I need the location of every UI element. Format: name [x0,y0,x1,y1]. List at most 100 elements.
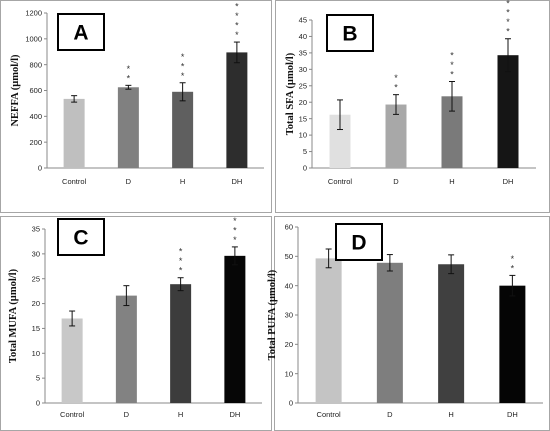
significance-stars: ** [511,254,515,274]
y-tick-label: 15 [32,324,40,333]
y-tick-label: 30 [299,65,307,74]
star-mark: * [233,225,237,235]
bar-control [329,114,351,168]
bar-h [170,284,192,403]
category-label: Control [328,177,353,186]
bar-dh [499,285,526,403]
y-tick-label: 5 [303,147,307,156]
category-label: DH [229,410,240,419]
star-mark: * [394,83,398,93]
y-tick-label: 30 [285,311,293,320]
star-mark: * [181,71,185,81]
y-tick-label: 25 [32,274,40,283]
y-tick-label: 40 [285,281,293,290]
y-tick-label: 30 [32,249,40,258]
star-mark: * [506,8,510,18]
star-mark: * [179,247,183,257]
star-mark: * [235,2,239,12]
y-axis-title: Total PUFA (µmol/l) [267,269,278,360]
category-label: DH [231,177,242,186]
y-tick-label: 25 [299,81,307,90]
bar-d [115,295,137,403]
category-label: DH [503,177,514,186]
panel-label: C [73,227,88,250]
star-mark: * [450,51,454,61]
y-tick-label: 35 [32,225,40,234]
y-axis-title: NEFFA (µmol/l) [10,54,21,127]
bar-control [63,98,85,168]
y-tick-label: 0 [289,399,293,408]
star-mark: * [235,21,239,31]
y-tick-label: 200 [29,138,42,147]
significance-stars: **** [506,0,510,37]
category-label: H [449,177,454,186]
y-tick-label: 60 [285,223,293,232]
y-tick-label: 50 [285,252,293,261]
y-tick-label: 0 [38,164,42,173]
bar-h [172,91,194,168]
panel-D: 0 10 20 30 40 50 60 Total PUFA (µmol/l) Control D… [267,216,550,431]
category-label: H [180,177,185,186]
bar-dh [224,255,246,403]
star-mark: * [506,0,510,8]
star-mark: * [394,73,398,83]
star-mark: * [511,263,515,273]
panel-label: D [351,232,366,255]
y-tick-label: 1000 [25,34,42,43]
bar-d [385,104,407,168]
star-mark: * [179,266,183,276]
panel-label-box [326,14,374,52]
significance-stars: ** [394,73,398,93]
category-label: DH [507,410,518,419]
star-mark: * [179,256,183,266]
star-mark: * [506,17,510,27]
y-tick-label: 800 [29,60,42,69]
star-mark: * [506,27,510,37]
bar-control [61,318,83,403]
y-tick-label: 15 [299,114,307,123]
y-tick-label: 20 [285,340,293,349]
panel-A: 0 200 400 600 800 1000 1200 NEFFA (µmol/l) Contr… [0,0,272,213]
bar-d [376,262,403,403]
significance-stars: *** [179,247,183,276]
panel-label-box [57,218,105,256]
y-tick-label: 35 [299,48,307,57]
significance-stars: **** [235,2,239,41]
panel-label: B [342,23,357,46]
star-mark: * [233,216,237,226]
star-mark: * [181,52,185,62]
y-tick-label: 600 [29,86,42,95]
significance-stars: *** [181,52,185,81]
y-tick-label: 40 [299,32,307,41]
bar-h [438,264,465,403]
y-tick-label: 1200 [25,9,42,18]
y-tick-label: 10 [285,369,293,378]
star-mark: * [181,61,185,71]
y-axis-title: Total MUFA (µmol/l) [8,268,19,363]
significance-stars: *** [233,216,237,245]
star-mark: * [450,60,454,70]
category-label: D [126,177,132,186]
y-tick-label: 0 [303,164,307,173]
star-mark: * [511,254,515,264]
category-label: Control [62,177,87,186]
y-axis-title: Total SFA (µmol/l) [285,52,296,135]
category-label: D [393,177,399,186]
bar-dh [497,55,519,168]
y-tick-label: 20 [299,98,307,107]
star-mark: * [235,30,239,40]
y-tick-label: 0 [36,399,40,408]
bar-control [315,258,342,403]
star-mark: * [235,11,239,21]
category-label: Control [60,410,85,419]
panel-label-box [335,223,383,261]
y-tick-label: 5 [36,374,40,383]
panel-label: A [73,22,88,45]
star-mark: * [127,73,131,83]
category-label: D [124,410,130,419]
y-tick-label: 400 [29,112,42,121]
panel-C: 0 5 10 15 20 25 30 35 Total MUFA (µmol/l) Control… [0,216,272,431]
star-mark: * [127,64,131,74]
y-tick-label: 10 [299,131,307,140]
